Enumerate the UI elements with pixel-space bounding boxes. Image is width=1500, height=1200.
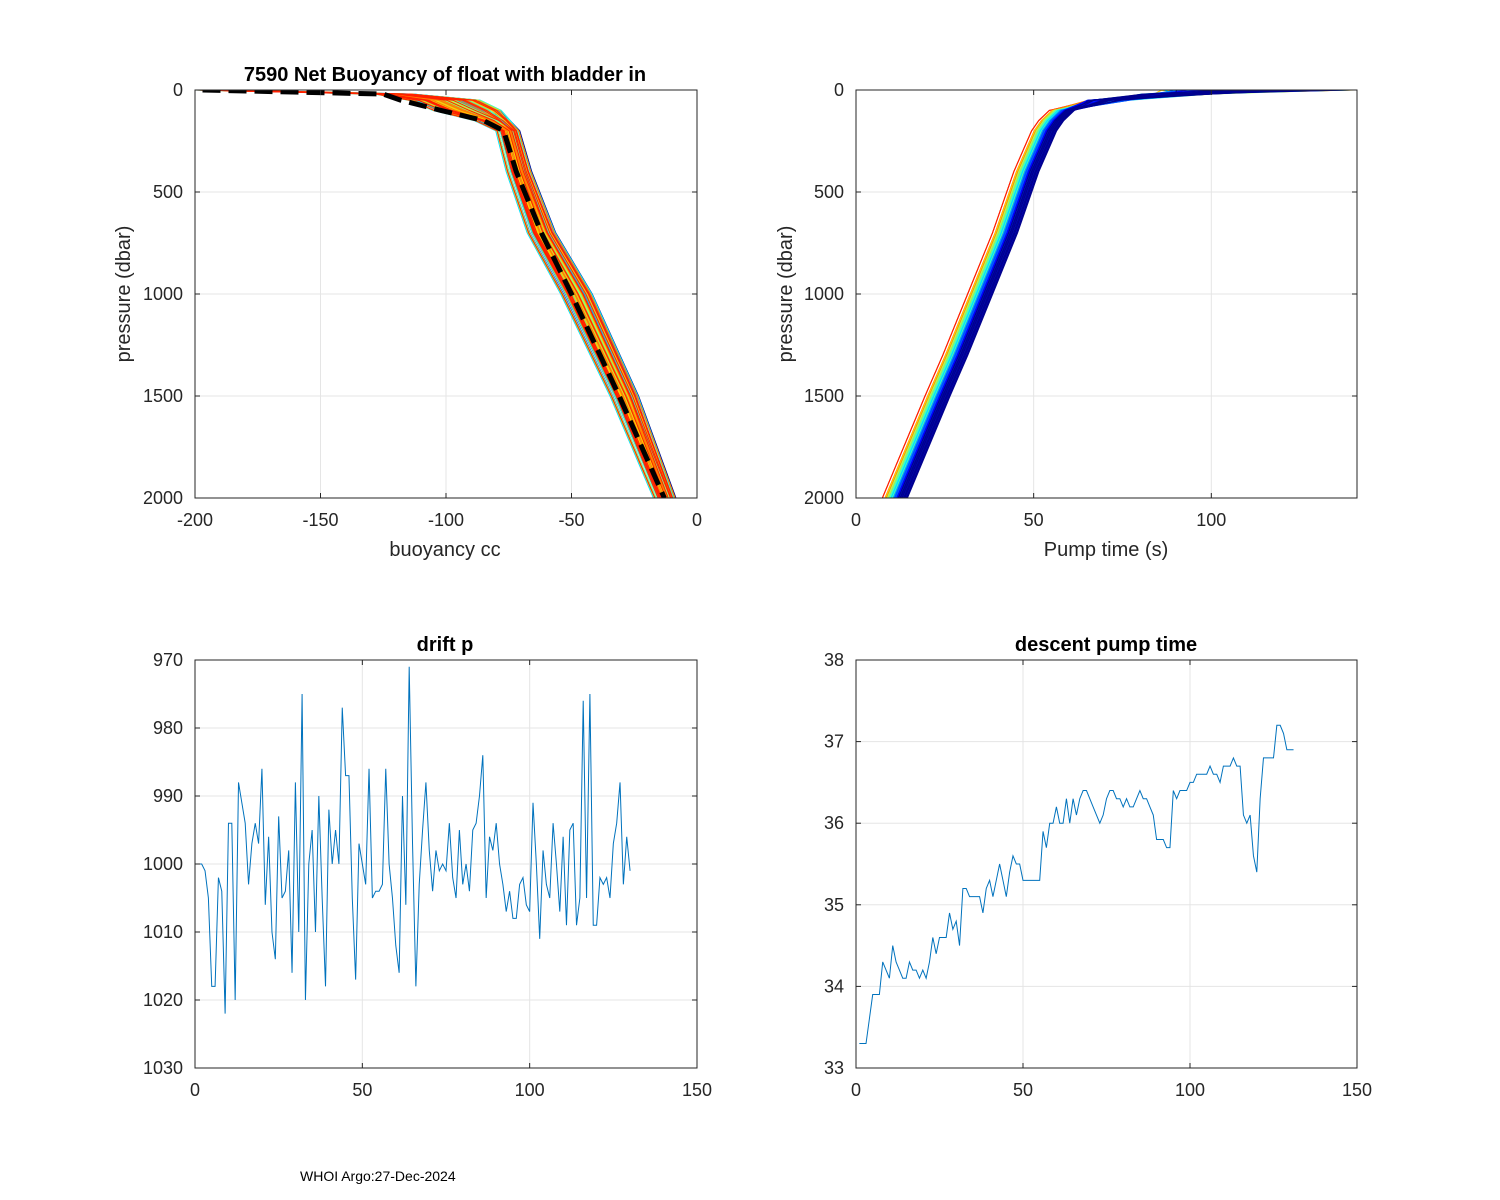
pump_profile-y-tick-label: 0 <box>834 80 844 100</box>
drift_p-plot-area <box>195 660 697 1068</box>
descent_pump-y-tick-label: 34 <box>824 976 844 996</box>
pump-profile-x-label: Pump time (s) <box>1044 539 1168 561</box>
buoyancy-title: 7590 Net Buoyancy of float with bladder … <box>244 64 646 86</box>
pump_profile-y-tick-label: 1000 <box>804 284 844 304</box>
descent_pump-y-tick-label: 36 <box>824 813 844 833</box>
drift_p-axes: 0 50 100 150 970 980 990 1000 1010 1020 1030 <box>143 650 712 1100</box>
descent_pump-x-tick-label: 0 <box>851 1080 861 1100</box>
drift-p-panel: 0 50 100 150 970 980 990 1000 1010 1020 1030 drift… <box>143 634 712 1100</box>
drift_p-y-tick-label: 1010 <box>143 922 183 942</box>
buoyancy-mean-profile-line <box>202 90 667 498</box>
drift_p-x-tick-label: 100 <box>515 1080 545 1100</box>
descent_pump-plot-area <box>856 660 1357 1068</box>
buoyancy-x-label: buoyancy cc <box>389 539 500 561</box>
pump-profile-y-label: pressure (dbar) <box>775 226 797 363</box>
drift-p-title: drift p <box>417 634 474 656</box>
buoyancy-y-tick-label: 1500 <box>143 386 183 406</box>
pump_profile-x-tick-label: 100 <box>1196 510 1226 530</box>
buoyancy-profile-line <box>215 90 674 498</box>
drift_p-y-tick-label: 1020 <box>143 990 183 1010</box>
descent_pump-series-line <box>859 724 1294 1045</box>
buoyancy-y-tick-label: 2000 <box>143 488 183 508</box>
descent_pump-x-tick-label: 150 <box>1342 1080 1372 1100</box>
buoyancy-profile-line <box>213 90 672 498</box>
buoyancy-x-tick-label: 0 <box>692 510 702 530</box>
drift_p-y-tick-label: 980 <box>153 718 183 738</box>
pump_profile-y-tick-label: 2000 <box>804 488 844 508</box>
drift_p-x-tick-label: 0 <box>190 1080 200 1100</box>
drift_p-y-tick-label: 970 <box>153 650 183 670</box>
pump-profile-line <box>898 90 1224 498</box>
pump-profile-line <box>903 90 1297 498</box>
descent-pump-title: descent pump time <box>1015 634 1197 656</box>
buoyancy-series-group <box>195 90 677 498</box>
footer-credit: WHOI Argo:27-Dec-2024 <box>300 1168 456 1184</box>
buoyancy-x-tick-label: -100 <box>428 510 464 530</box>
buoyancy-x-tick-label: -150 <box>302 510 338 530</box>
buoyancy-x-tick-label: -200 <box>177 510 213 530</box>
descent_pump-y-tick-label: 35 <box>824 895 844 915</box>
descent_pump-axes: 0 50 100 150 33 34 35 36 37 38 <box>824 650 1372 1100</box>
pump_profile-x-tick-label: 0 <box>851 510 861 530</box>
buoyancy-y-tick-label: 0 <box>173 80 183 100</box>
buoyancy-panel: -200 -150 -100 -50 0 0 500 1000 1500 2000 7590 Ne… <box>113 64 702 561</box>
buoyancy-axes: -200 -150 -100 -50 0 0 500 1000 1500 2000 <box>143 80 702 530</box>
buoyancy-y-tick-label: 1000 <box>143 284 183 304</box>
pump_profile-x-tick-label: 50 <box>1024 510 1044 530</box>
buoyancy-profile-line <box>207 90 667 498</box>
pump-profile-line <box>900 90 1351 498</box>
buoyancy-profile-line <box>212 90 671 498</box>
descent_pump-x-tick-label: 100 <box>1175 1080 1205 1100</box>
buoyancy-profile-line <box>208 90 668 498</box>
pump_profile-y-tick-label: 1500 <box>804 386 844 406</box>
descent_pump-x-tick-label: 50 <box>1013 1080 1033 1100</box>
descent_pump-y-tick-label: 38 <box>824 650 844 670</box>
buoyancy-x-tick-label: -50 <box>558 510 584 530</box>
pump_profile-y-tick-label: 500 <box>814 182 844 202</box>
pump_profile-plot-area <box>856 90 1357 498</box>
pump_profile-series-group <box>881 90 1355 498</box>
drift_p-series-group <box>198 666 631 1014</box>
descent_pump-axes-box <box>855 659 1358 1069</box>
buoyancy-plot-area <box>195 90 697 498</box>
descent_pump-y-tick-label: 37 <box>824 732 844 752</box>
descent_pump-y-tick-label: 33 <box>824 1058 844 1078</box>
drift_p-y-tick-label: 1030 <box>143 1058 183 1078</box>
drift_p-y-tick-label: 990 <box>153 786 183 806</box>
descent_pump-series-group <box>859 724 1294 1045</box>
drift_p-x-tick-label: 150 <box>682 1080 712 1100</box>
buoyancy-y-tick-label: 500 <box>153 182 183 202</box>
drift_p-y-tick-label: 1000 <box>143 854 183 874</box>
descent-pump-panel: 0 50 100 150 33 34 35 36 37 38 descent pump time <box>824 634 1372 1100</box>
drift_p-series-line <box>198 666 631 1014</box>
buoyancy-y-label: pressure (dbar) <box>113 226 135 363</box>
pump-profile-line <box>901 90 1307 498</box>
drift_p-x-tick-label: 50 <box>352 1080 372 1100</box>
